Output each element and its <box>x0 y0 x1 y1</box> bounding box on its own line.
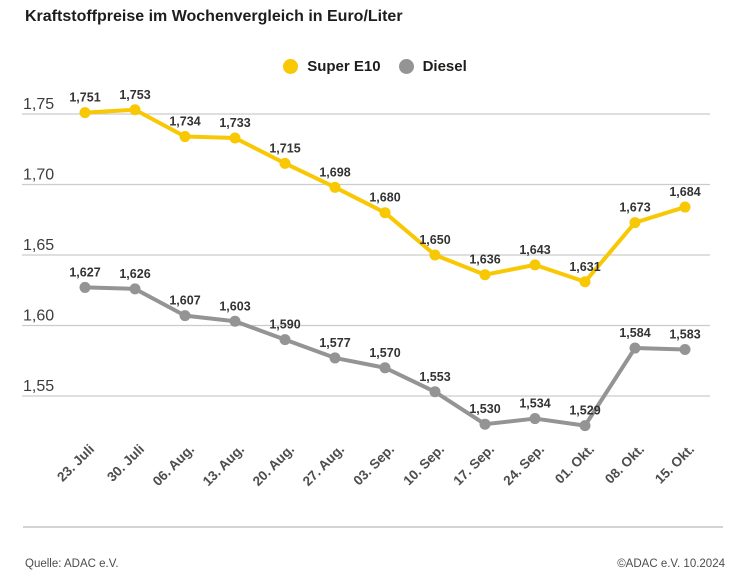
data-point-label: 1,751 <box>69 91 100 105</box>
data-point <box>79 281 91 293</box>
data-point-label: 1,733 <box>219 116 250 130</box>
data-point <box>329 181 341 193</box>
data-point-label: 1,529 <box>569 404 600 418</box>
x-tick-label: 23. Juli <box>54 442 97 485</box>
data-point <box>579 276 591 288</box>
chart-legend: Super E10 Diesel <box>0 58 750 75</box>
data-point <box>379 362 391 374</box>
super-e10-dot-icon <box>283 59 299 74</box>
data-point <box>229 132 241 144</box>
data-point <box>529 413 541 425</box>
data-point <box>379 207 391 219</box>
y-tick-label: 1,60 <box>23 308 54 325</box>
data-point <box>279 334 291 346</box>
legend-label-super-e10: Super E10 <box>307 58 381 75</box>
data-point <box>329 352 341 364</box>
data-point-label: 1,680 <box>369 191 400 205</box>
data-point <box>129 283 141 295</box>
data-point-label: 1,698 <box>319 165 350 179</box>
y-tick-label: 1,55 <box>23 378 54 395</box>
data-point <box>279 157 291 169</box>
x-tick-label: 15. Okt. <box>652 442 697 487</box>
data-point-label: 1,607 <box>169 294 200 308</box>
footer-divider <box>23 526 723 528</box>
data-point-label: 1,715 <box>269 141 300 155</box>
data-point <box>179 131 191 143</box>
x-tick-label: 08. Okt. <box>602 442 647 487</box>
source-note: Quelle: ADAC e.V. <box>25 558 119 570</box>
data-point-label: 1,684 <box>669 185 700 199</box>
page-title: Kraftstoffpreise im Wochenvergleich in E… <box>25 8 403 25</box>
y-tick-label: 1,65 <box>23 237 54 254</box>
x-tick-label: 01. Okt. <box>552 442 597 487</box>
x-tick-label: 17. Sep. <box>450 442 497 489</box>
legend-item-super-e10: Super E10 <box>283 58 381 75</box>
data-point-label: 1,530 <box>469 402 500 416</box>
data-point <box>179 310 191 322</box>
x-tick-label: 10. Sep. <box>400 442 447 489</box>
data-point <box>679 343 691 355</box>
y-tick-label: 1,75 <box>23 96 54 113</box>
data-point-label: 1,673 <box>619 201 650 215</box>
data-point-label: 1,570 <box>369 346 400 360</box>
x-tick-label: 20. Aug. <box>250 442 297 489</box>
data-point-label: 1,603 <box>219 299 250 313</box>
data-point <box>629 217 641 229</box>
x-tick-label: 03. Sep. <box>350 442 397 489</box>
data-point-label: 1,590 <box>269 318 300 332</box>
data-point <box>679 201 691 213</box>
data-point <box>479 269 491 281</box>
data-point-label: 1,584 <box>619 326 650 340</box>
x-tick-label: 27. Aug. <box>300 442 347 489</box>
data-point-label: 1,577 <box>319 336 350 350</box>
data-point <box>429 386 441 398</box>
x-tick-label: 30. Juli <box>104 442 147 485</box>
x-tick-label: 06. Aug. <box>150 442 197 489</box>
data-point <box>129 104 141 116</box>
data-point-label: 1,626 <box>119 267 150 281</box>
data-point-label: 1,583 <box>669 327 700 341</box>
data-point-label: 1,631 <box>569 260 600 274</box>
x-tick-label: 24. Sep. <box>500 442 547 489</box>
data-point-label: 1,553 <box>419 370 450 384</box>
legend-label-diesel: Diesel <box>422 58 467 75</box>
x-tick-label: 13. Aug. <box>200 442 247 489</box>
data-point-label: 1,643 <box>519 243 550 257</box>
data-point <box>529 259 541 271</box>
diesel-dot-icon <box>398 59 414 74</box>
data-point-label: 1,734 <box>169 115 200 129</box>
data-point <box>429 249 441 261</box>
data-point <box>579 420 591 432</box>
data-point-label: 1,753 <box>119 88 150 102</box>
data-point-label: 1,534 <box>519 397 550 411</box>
data-point-label: 1,636 <box>469 253 500 267</box>
legend-item-diesel: Diesel <box>398 58 467 75</box>
data-point <box>79 107 91 119</box>
data-point-label: 1,650 <box>419 233 450 247</box>
data-point <box>629 342 641 354</box>
y-tick-label: 1,70 <box>23 167 54 184</box>
data-point <box>229 315 241 327</box>
data-point-label: 1,627 <box>69 265 100 279</box>
copyright-note: ©ADAC e.V. 10.2024 <box>617 558 725 570</box>
data-point <box>479 418 491 430</box>
